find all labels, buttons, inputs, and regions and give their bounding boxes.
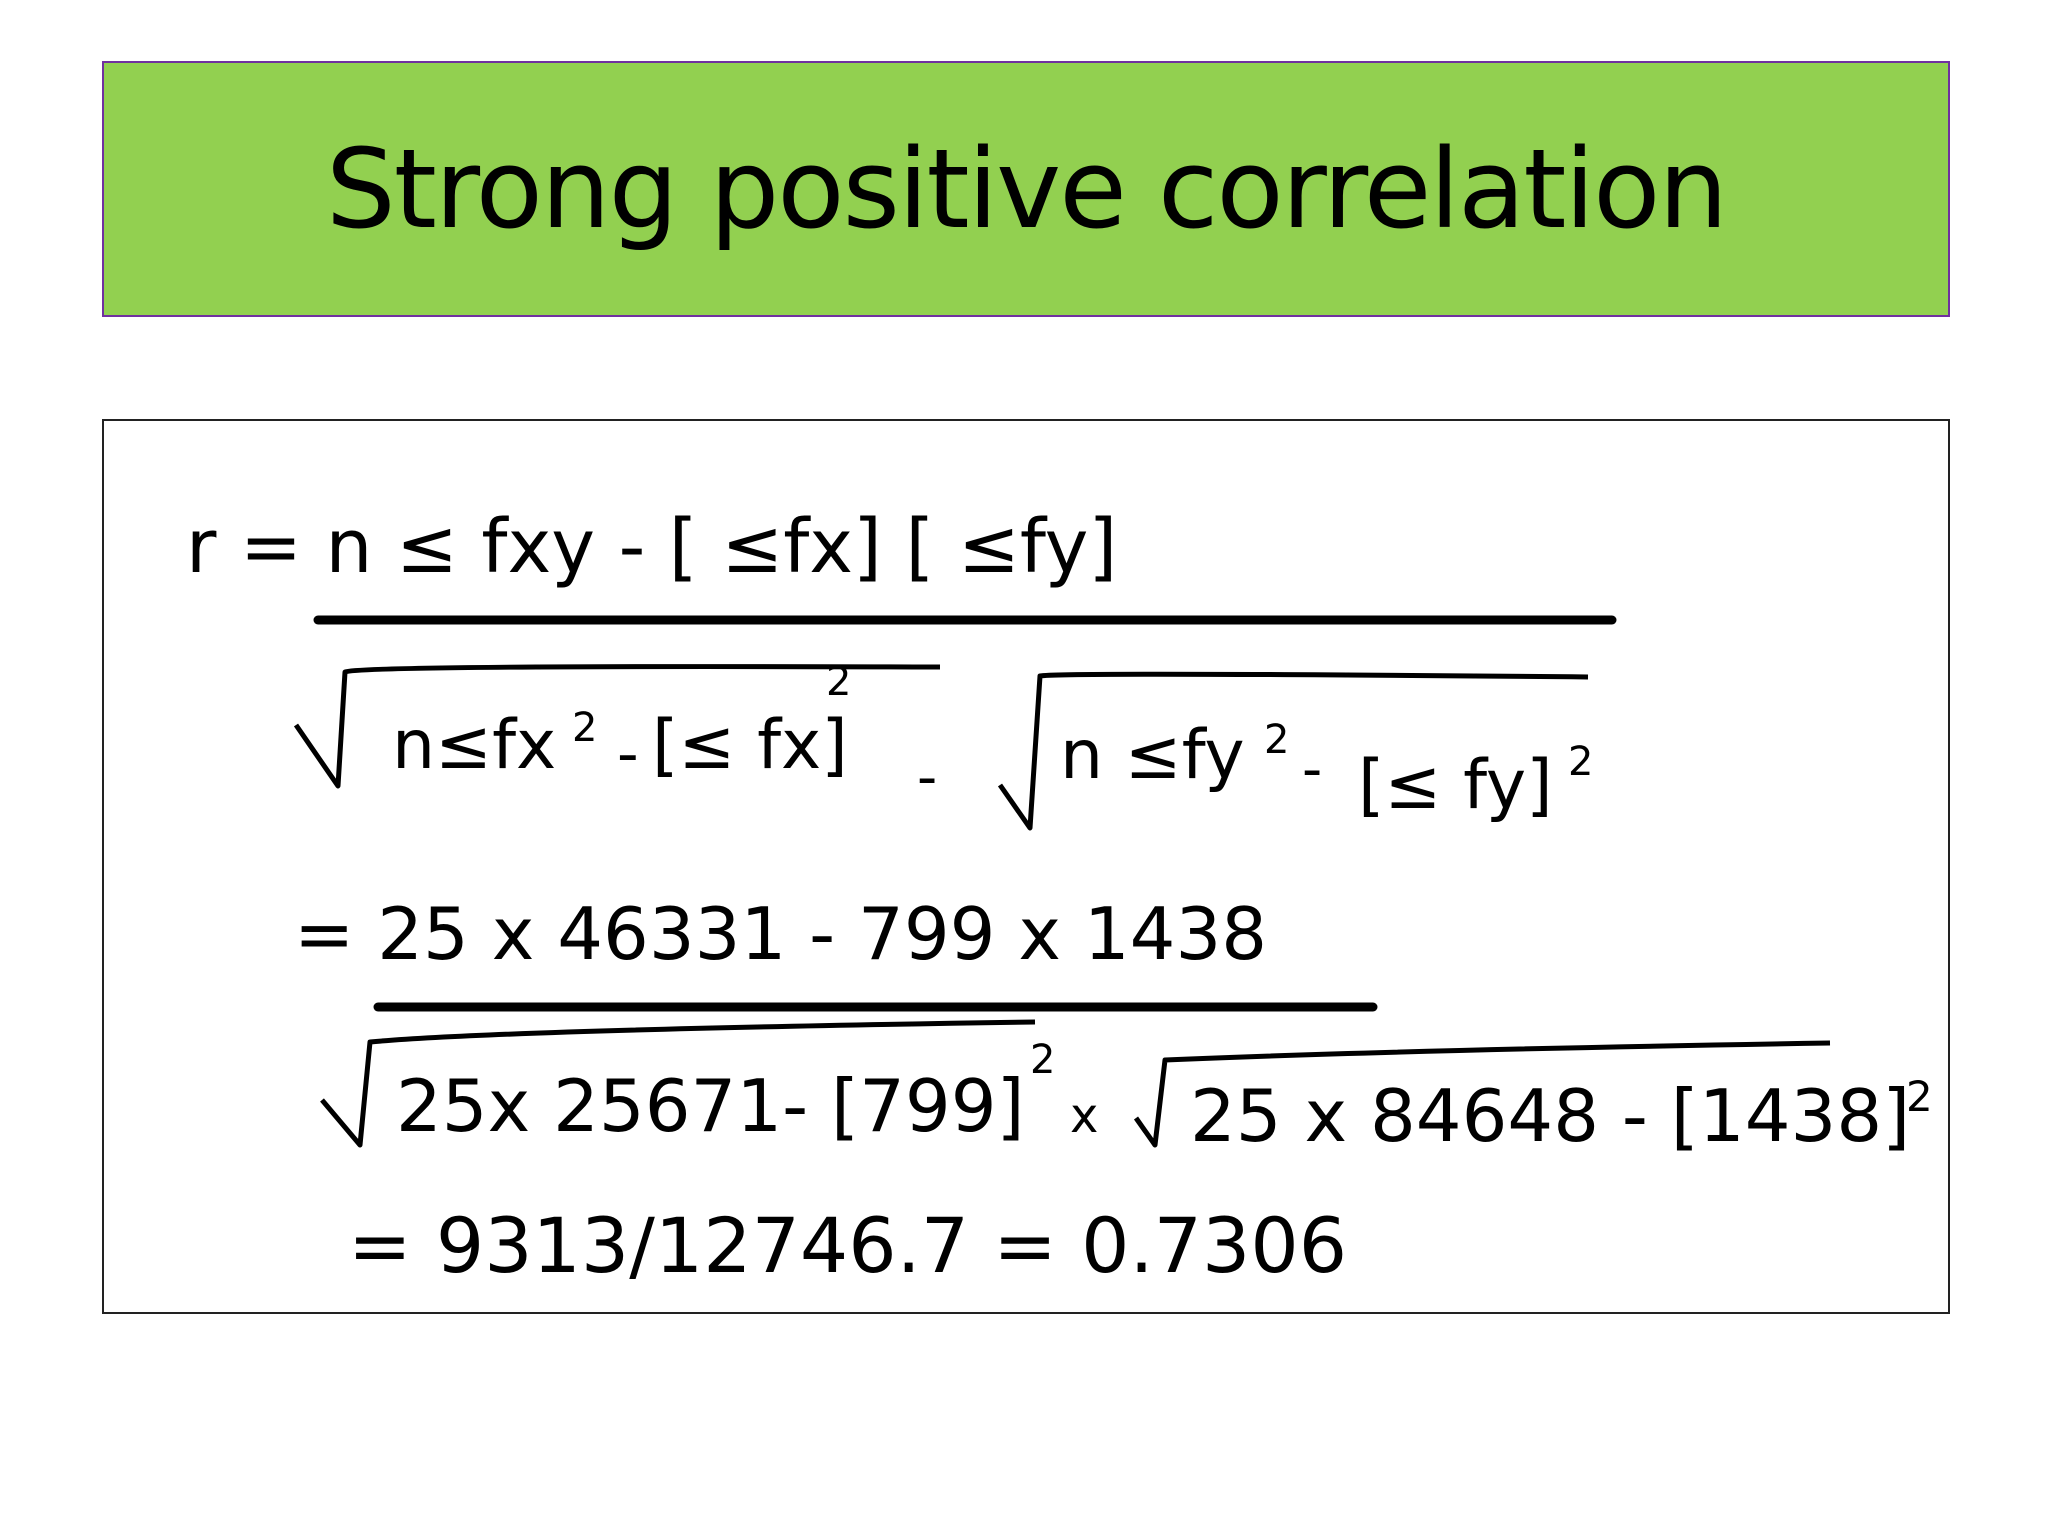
denominator-values-left: 25x 25671- [799] [396,1064,1025,1148]
numerator-values: = 25 x 46331 - 799 x 1438 [294,892,1268,976]
denominator-values-times: x [1070,1088,1099,1144]
radical-left-values [320,1019,1036,1148]
denominator-left-bracket-sq: 2 [826,659,852,705]
denominator-left-bracket: [≤ fx] [652,706,848,785]
denominator-left-sq: 2 [572,705,598,751]
denominator-right-bracket-sq: 2 [1568,739,1594,785]
denominator-right-bracket: [≤ fy] [1358,746,1553,825]
formula-panel [102,419,1950,1314]
numerator-general: r = n ≤ fxy - [ ≤fx] [ ≤fy] [186,504,1118,590]
radical-left-general [293,664,941,789]
denominator-right-minus: - [1302,737,1323,802]
result-line: = 9313/12746.7 = 0.7306 [348,1201,1348,1290]
denominator-right-root: n ≤fy [1060,716,1245,795]
denominator-between-minus: - [917,745,938,810]
slide-title: Strong positive correlation [325,125,1728,253]
radical-right-values [1133,1040,1831,1148]
denominator-left-minus: - [617,719,639,789]
denominator-values-right: 25 x 84648 - [1438] [1190,1074,1911,1158]
denominator-values-left-sq: 2 [1030,1037,1056,1083]
denominator-values-right-sq: 2 [1906,1072,1933,1121]
denominator-right-sq: 2 [1264,717,1290,763]
radical-right-general [997,671,1589,831]
denominator-left-root: n≤fx [392,706,557,785]
title-banner: Strong positive correlation [102,61,1950,317]
